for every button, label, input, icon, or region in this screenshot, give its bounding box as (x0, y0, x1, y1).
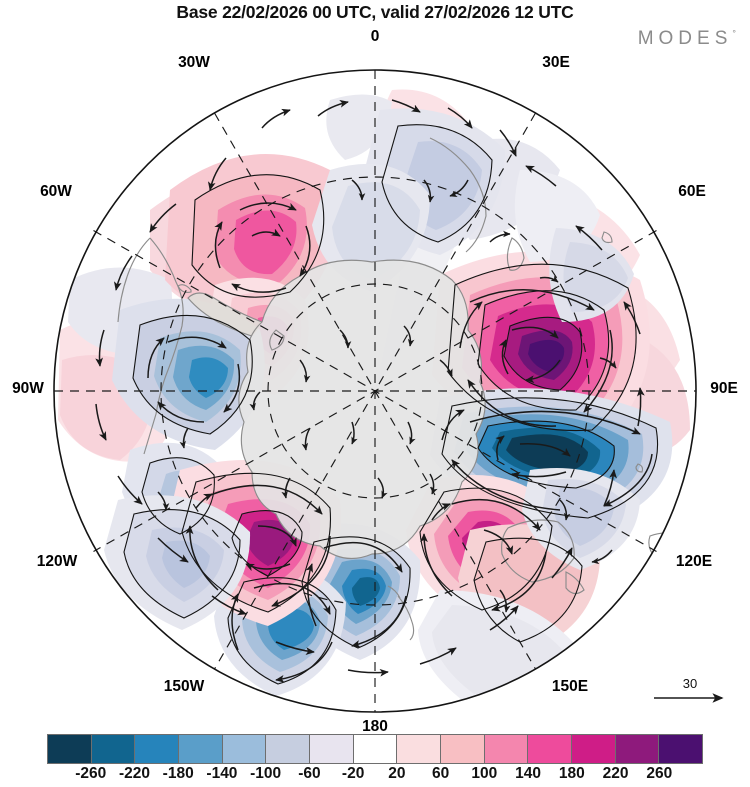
coastlines (117, 103, 687, 641)
colorbar-tick-label: -20 (341, 765, 365, 782)
lon-label-30E: 30E (542, 54, 570, 71)
reference-vector-label: 30 (682, 676, 698, 691)
reference-vector-arrow (654, 693, 724, 703)
colorbar-swatches (47, 734, 703, 764)
colorbar-swatch (91, 735, 136, 763)
polar-map: 0 30E 60E 90E 120E 150E 180 150W 120W 90… (0, 28, 750, 735)
colorbar-swatch (441, 735, 485, 763)
lon-label-120W: 120W (36, 553, 78, 570)
page-title: Base 22/02/2026 00 UTC, valid 27/02/2026… (176, 2, 574, 22)
colorbar-swatch (310, 735, 354, 763)
lon-label-120E: 120E (675, 553, 713, 570)
colorbar-swatch (222, 735, 267, 763)
colorbar-swatch (48, 735, 92, 763)
colorbar-swatch (135, 735, 180, 763)
colorbar-tick-label: -100 (250, 765, 282, 782)
polar-stereographic-plot (53, 69, 697, 713)
colorbar: -260 -220 -180 -140 -100 -60 -20 20 60 100 140 180 2… (0, 734, 750, 787)
colorbar-tick-label: 260 (646, 765, 673, 782)
reference-vector-legend: 30 (640, 676, 740, 709)
colorbar-tick-label: -260 (75, 765, 107, 782)
colorbar-ticklabels: -260 -220 -180 -140 -100 -60 -20 20 60 100 140 180 2… (47, 765, 703, 787)
lon-label-90E: 90E (710, 380, 738, 397)
colorbar-tick-label: 100 (471, 765, 498, 782)
lon-label-180: 180 (362, 718, 388, 735)
colorbar-tick-label: -140 (206, 765, 238, 782)
colorbar-tick-label: -60 (298, 765, 321, 782)
wind-vectors (95, 99, 653, 683)
modes-logo: MODES° (638, 28, 736, 50)
colorbar-tick-label: -180 (162, 765, 194, 782)
colorbar-swatch (572, 735, 616, 763)
lon-label-90W: 90W (12, 380, 44, 397)
colorbar-tick-label: 220 (602, 765, 629, 782)
colorbar-swatch (179, 735, 223, 763)
lon-label-0: 0 (370, 28, 380, 45)
colorbar-tick-label: 60 (431, 765, 450, 782)
colorbar-swatch (266, 735, 311, 763)
colorbar-swatch (397, 735, 442, 763)
map-boundary (53, 69, 697, 713)
lon-label-150E: 150E (551, 678, 589, 695)
colorbar-swatch (659, 735, 703, 763)
lon-label-30W: 30W (178, 54, 210, 71)
colorbar-tick-label: 20 (388, 765, 406, 782)
lon-label-60W: 60W (40, 183, 72, 200)
colorbar-tick-label: -220 (118, 765, 150, 782)
colorbar-swatch (484, 735, 529, 763)
modes-logo-mark: ° (732, 28, 736, 39)
lon-label-60E: 60E (678, 183, 706, 200)
lon-label-150W: 150W (163, 678, 205, 695)
colorbar-swatch (615, 735, 660, 763)
colorbar-swatch (353, 735, 398, 763)
colorbar-tick-label: 180 (558, 765, 585, 782)
modes-logo-text: MODES (637, 28, 733, 49)
colorbar-tick-label: 140 (515, 765, 541, 782)
colorbar-swatch (528, 735, 573, 763)
